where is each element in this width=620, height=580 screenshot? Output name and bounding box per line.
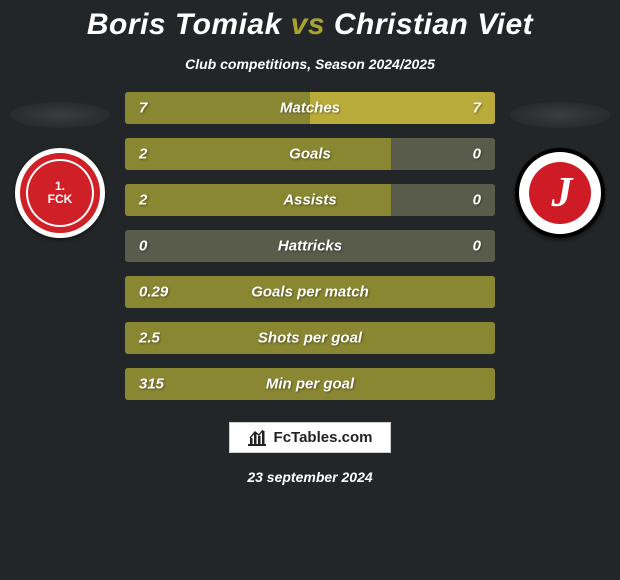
stat-row: 315 Min per goal [125,368,495,400]
stat-label: Matches [280,100,340,117]
fck-badge-text: 1.FCK [28,161,92,225]
stat-label: Min per goal [266,376,354,393]
comparison-title: Boris Tomiak vs Christian Viet [0,8,620,42]
stat-label: Assists [283,192,336,209]
shadow-ellipse-right [510,102,610,128]
stat-left-value: 2 [139,146,147,163]
left-club-column: 1.FCK [5,92,115,238]
subtitle: Club competitions, Season 2024/2025 [0,56,620,72]
vs-text: vs [291,8,325,41]
stat-left-bar [125,184,391,216]
stat-left-value: 0 [139,238,147,255]
stat-row: 2 0 Goals [125,138,495,170]
date-text: 23 september 2024 [0,469,620,485]
stat-left-value: 0.29 [139,284,168,301]
stat-row: 0 0 Hattricks [125,230,495,262]
stat-left-value: 2.5 [139,330,160,347]
stat-row: 0.29 Goals per match [125,276,495,308]
comparison-body: 1.FCK 7 7 Matches 2 0 Goals 2 0 Assists 0 0 Hattric… [0,92,620,414]
stat-left-value: 315 [139,376,164,393]
shadow-ellipse-left [10,102,110,128]
stat-label: Goals [289,146,331,163]
stat-right-value: 0 [473,146,481,163]
chart-icon [248,430,266,446]
stat-right-value: 0 [473,192,481,209]
stat-row: 2.5 Shots per goal [125,322,495,354]
stat-row: 2 0 Assists [125,184,495,216]
jahn-regensburg-badge: J [515,148,605,238]
jahn-badge-letter: J [552,169,573,217]
stat-row: 7 7 Matches [125,92,495,124]
stat-right-value: 0 [473,238,481,255]
stats-bars: 7 7 Matches 2 0 Goals 2 0 Assists 0 0 Hattricks 0.29… [125,92,495,414]
player1-name: Boris Tomiak [87,8,282,41]
stat-left-value: 2 [139,192,147,209]
stat-left-bar [125,138,391,170]
fck-badge: 1.FCK [15,148,105,238]
brand-box[interactable]: FcTables.com [229,422,392,453]
right-club-column: J [505,92,615,238]
stat-right-value: 7 [473,100,481,117]
stat-label: Goals per match [251,284,369,301]
stat-label: Hattricks [278,238,342,255]
brand-text: FcTables.com [274,429,373,446]
stat-label: Shots per goal [258,330,362,347]
stat-left-value: 7 [139,100,147,117]
player2-name: Christian Viet [334,8,533,41]
